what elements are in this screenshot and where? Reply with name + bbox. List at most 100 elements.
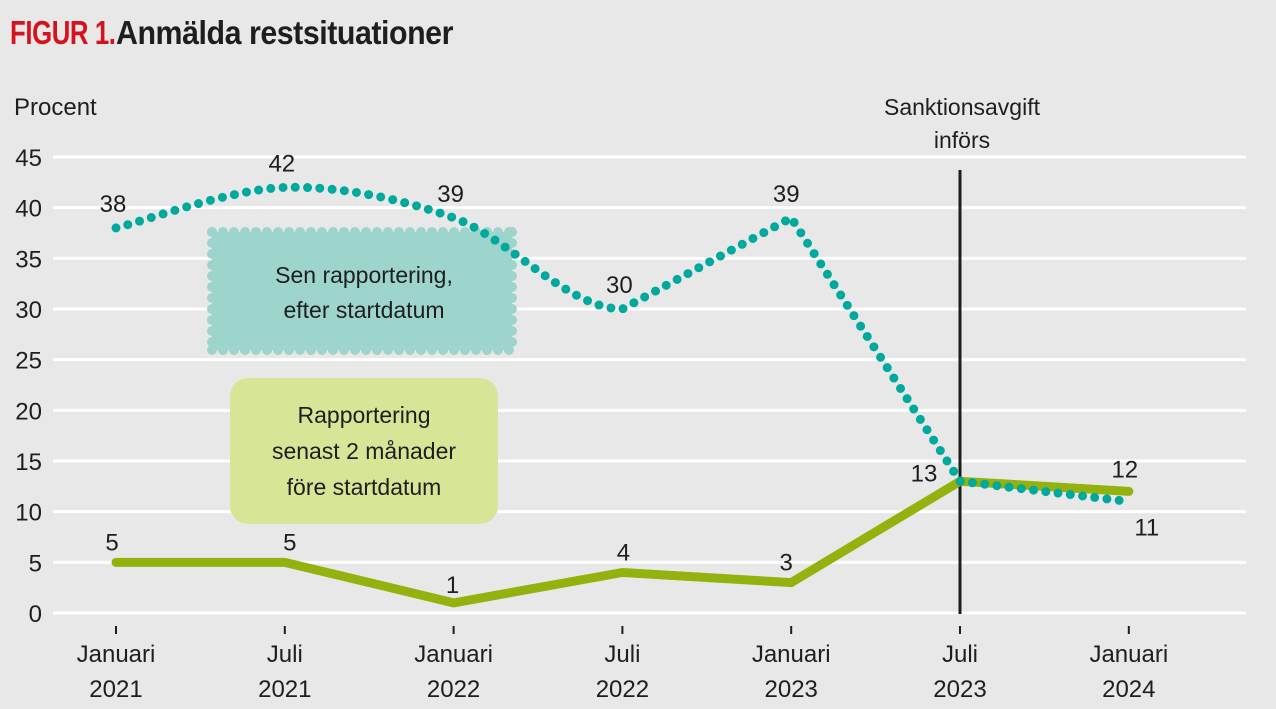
box-scallop xyxy=(339,345,349,355)
box-scallop xyxy=(507,260,517,270)
late-series-data-label: 38 xyxy=(100,191,127,218)
box-scallop xyxy=(394,345,404,355)
box-scallop xyxy=(317,227,327,237)
box-scallop xyxy=(207,304,217,314)
box-scallop xyxy=(273,227,283,237)
late-series-data-label: 30 xyxy=(606,272,633,299)
y-tick-label: 20 xyxy=(15,398,42,425)
box-scallop xyxy=(306,227,316,237)
sanction-annotation-label: införs xyxy=(934,127,990,153)
late-series-box xyxy=(212,232,512,350)
box-scallop xyxy=(207,227,217,237)
early-series-label: före startdatum xyxy=(287,474,442,500)
x-tick-label-year: 2023 xyxy=(933,676,986,703)
early-series-data-label: 4 xyxy=(617,539,630,566)
sanction-annotation-label: Sanktionsavgift xyxy=(884,94,1041,120)
early-series-box xyxy=(230,378,498,524)
early-series-data-label: 3 xyxy=(780,550,793,577)
box-scallop xyxy=(383,345,393,355)
box-scallop xyxy=(460,345,470,355)
box-scallop xyxy=(507,271,517,281)
box-scallop xyxy=(504,345,514,355)
box-scallop xyxy=(507,227,517,237)
box-scallop xyxy=(460,227,470,237)
box-scallop xyxy=(240,227,250,237)
y-tick-label: 25 xyxy=(15,348,42,375)
box-scallop xyxy=(507,282,517,292)
chart-title: FIGUR 1. Anmälda restsituationer xyxy=(10,14,482,52)
box-scallop xyxy=(207,315,217,325)
box-scallop xyxy=(394,227,404,237)
box-scallop xyxy=(405,227,415,237)
box-scallop xyxy=(438,227,448,237)
early-series-data-label: 5 xyxy=(105,529,118,556)
early-series-label: senast 2 månader xyxy=(272,438,456,464)
box-scallop xyxy=(507,238,517,248)
y-tick-label: 15 xyxy=(15,449,42,476)
box-scallop xyxy=(449,345,459,355)
box-scallop xyxy=(493,345,503,355)
late-series-data-label: 39 xyxy=(773,181,800,208)
box-scallop xyxy=(207,249,217,259)
box-scallop xyxy=(427,227,437,237)
early-series-data-label: 5 xyxy=(283,529,296,556)
y-tick-label: 5 xyxy=(29,550,42,577)
x-tick-label: Januari xyxy=(1089,641,1168,668)
box-scallop xyxy=(493,227,503,237)
box-scallop xyxy=(284,345,294,355)
box-scallop xyxy=(262,227,272,237)
box-scallop xyxy=(383,227,393,237)
box-scallop xyxy=(350,227,360,237)
late-series-data-label: 39 xyxy=(437,181,464,208)
early-series-data-label: 1 xyxy=(446,572,459,599)
y-tick-label: 30 xyxy=(15,297,42,324)
box-scallop xyxy=(295,345,305,355)
box-scallop xyxy=(339,227,349,237)
box-scallop xyxy=(507,304,517,314)
box-scallop xyxy=(251,227,261,237)
box-scallop xyxy=(372,227,382,237)
box-scallop xyxy=(229,227,239,237)
box-scallop xyxy=(284,227,294,237)
box-scallop xyxy=(273,345,283,355)
y-tick-label: 0 xyxy=(29,601,42,628)
box-scallop xyxy=(295,227,305,237)
late-series-label: efter startdatum xyxy=(283,297,444,323)
box-scallop xyxy=(240,345,250,355)
x-tick-label-year: 2021 xyxy=(258,676,311,703)
x-tick-label: Juli xyxy=(267,641,303,668)
box-scallop xyxy=(361,345,371,355)
box-scallop xyxy=(471,345,481,355)
y-tick-label: 40 xyxy=(15,196,42,223)
box-scallop xyxy=(438,345,448,355)
x-tick-label-year: 2022 xyxy=(427,676,480,703)
box-scallop xyxy=(207,337,217,347)
y-tick-label: 10 xyxy=(15,500,42,527)
x-tick-label: Juli xyxy=(604,641,640,668)
box-scallop xyxy=(350,345,360,355)
box-scallop xyxy=(449,227,459,237)
x-tick-label-year: 2023 xyxy=(765,676,818,703)
box-scallop xyxy=(218,345,228,355)
box-scallop xyxy=(328,227,338,237)
x-tick-label-year: 2024 xyxy=(1102,676,1155,703)
box-scallop xyxy=(262,345,272,355)
box-scallop xyxy=(207,260,217,270)
late-series-data-label: 11 xyxy=(1134,515,1159,542)
y-tick-label: 45 xyxy=(15,145,42,172)
box-scallop xyxy=(328,345,338,355)
x-tick-label: Juli xyxy=(942,641,978,668)
x-tick-label-year: 2022 xyxy=(596,676,649,703)
box-scallop xyxy=(207,238,217,248)
box-scallop xyxy=(372,345,382,355)
x-tick-label: Januari xyxy=(414,641,493,668)
x-tick-label: Januari xyxy=(77,641,156,668)
box-scallop xyxy=(507,326,517,336)
box-scallop xyxy=(507,337,517,347)
box-scallop xyxy=(482,345,492,355)
box-scallop xyxy=(416,227,426,237)
figure-label: FIGUR 1. xyxy=(10,14,116,51)
y-axis-label: Procent xyxy=(14,94,97,121)
box-scallop xyxy=(306,345,316,355)
